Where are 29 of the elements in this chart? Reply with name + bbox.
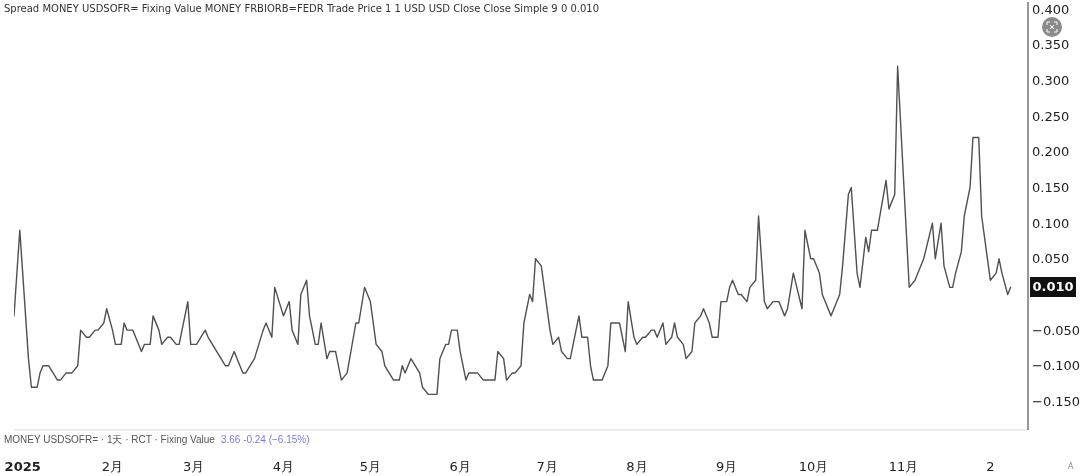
- x-tick-label: 7月: [536, 459, 558, 474]
- x-tick-label: 11月: [888, 459, 919, 474]
- y-tick-label: 0.400: [1032, 1, 1070, 17]
- text: A: [1068, 462, 1074, 472]
- y-tick-label: 0.350: [1032, 37, 1070, 53]
- x-tick-label: 2月: [101, 459, 124, 474]
- x-tick-label: 2: [986, 459, 995, 474]
- x-tick-label: 6月: [449, 459, 471, 474]
- line-series: [14, 65, 1012, 396]
- chart-title: Spread MONEY USDSOFR= Fixing Value MONEY FRBIORB=FEDR Trade Price 1 1 USD USD Close Close Simple 9 0 0.010: [4, 3, 600, 15]
- y-tick-label: 0.150: [1032, 180, 1070, 196]
- y-tick-label: 0.250: [1032, 108, 1070, 124]
- y-tick-label: −0.100: [1032, 358, 1080, 374]
- x-tick-label: 5月: [359, 459, 381, 474]
- y-tick-label: 0.050: [1032, 251, 1070, 267]
- y-tick-label: −0.050: [1032, 322, 1080, 338]
- x-tick-label: 9月: [716, 459, 738, 474]
- text: 3.66 -0.24 (−6.15%): [220, 434, 310, 445]
- x-tick-label: 3月: [182, 459, 205, 474]
- y-tick-label: 0.100: [1032, 215, 1070, 231]
- text: 0.010: [1030, 277, 1076, 298]
- y-tick-label: 0.300: [1032, 73, 1070, 89]
- y-tick-label: 0.200: [1032, 144, 1070, 160]
- y-tick-label: −0.150: [1032, 394, 1080, 410]
- x-tick-label: 10月: [798, 459, 829, 474]
- x-tick-label: 2025: [4, 459, 41, 474]
- x-tick-label: 8月: [626, 459, 648, 474]
- x-tick-label: 4月: [272, 459, 295, 474]
- text: MONEY USDSOFR= · 1天 · RCT · Fixing Value: [4, 434, 215, 445]
